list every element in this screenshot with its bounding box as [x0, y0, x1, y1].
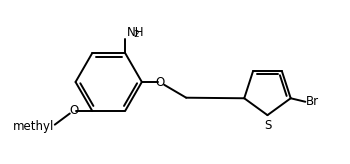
Text: methyl: methyl — [13, 120, 54, 133]
Text: S: S — [264, 119, 271, 132]
Text: 2: 2 — [134, 30, 139, 39]
Text: NH: NH — [127, 26, 145, 39]
Text: O: O — [69, 104, 79, 117]
Text: O: O — [155, 75, 164, 89]
Text: Br: Br — [306, 95, 319, 108]
